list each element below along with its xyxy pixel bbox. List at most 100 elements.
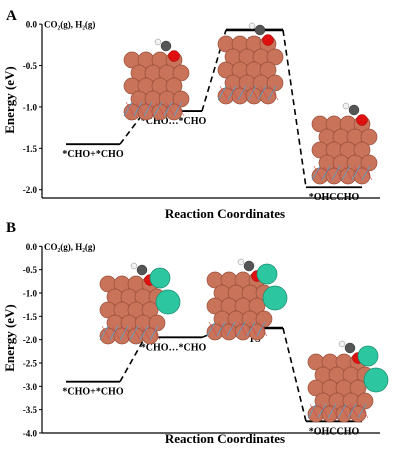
lattice-bond: [145, 101, 155, 117]
lattice-bond: [129, 325, 139, 341]
copper-atom: [172, 90, 190, 108]
lattice-bond: [321, 165, 331, 181]
lattice-bond: [361, 165, 371, 181]
y-axis-label: Energy (eV): [2, 304, 17, 372]
lattice-bond: [123, 101, 133, 117]
y-tick-label: -1.0: [23, 102, 38, 112]
lattice-bond: [149, 325, 159, 341]
state-label: *OHCCHO: [309, 192, 360, 203]
lattice-bond: [229, 85, 239, 101]
lattice-bond: [131, 325, 141, 341]
lattice-bond: [259, 85, 269, 101]
hydrogen-atom: [248, 22, 256, 30]
hydrogen-atom: [342, 102, 350, 110]
lattice-bond: [351, 165, 361, 181]
dopant-atom: [363, 367, 389, 393]
lattice-bond: [219, 85, 229, 101]
lattice-bond: [269, 85, 279, 101]
oxygen-atom: [168, 50, 180, 62]
y-tick-label: 0.0: [26, 242, 38, 252]
lattice-bond: [323, 165, 333, 181]
lattice-bond: [121, 325, 131, 341]
lattice-bond: [239, 85, 249, 101]
y-tick-label: -3.0: [23, 382, 38, 392]
copper-atom: [353, 141, 371, 159]
reference-state-label: CO₂(g), H₂(g): [44, 242, 95, 252]
catalyst-structure-1-0: [99, 262, 181, 345]
lattice-bond: [267, 85, 277, 101]
catalyst-structure-0-2: [311, 102, 378, 185]
oxygen-atom: [356, 114, 368, 126]
copper-atom: [141, 301, 159, 319]
lattice-bond: [353, 165, 363, 181]
lattice-bond: [363, 165, 373, 181]
hydrogen-atom: [154, 38, 162, 46]
transition-connector: [282, 327, 307, 422]
y-tick-label: -0.5: [23, 265, 38, 275]
panel-a: A 0.0 -0.5 -1.0 -1.5 -2.0 Energy (eV) Reaction …: [2, 8, 380, 221]
lattice-bond: [246, 321, 256, 337]
y-tick-label: -1.5: [23, 144, 38, 154]
lattice-bond: [238, 321, 248, 337]
oxygen-atom: [262, 34, 274, 46]
lattice-bond: [228, 321, 238, 337]
reference-state-label: CO₂(g), H₂(g): [44, 20, 95, 30]
lattice-bond: [319, 403, 329, 419]
lattice-bond: [309, 403, 319, 419]
y-tick-label: -3.5: [23, 405, 38, 415]
copper-atom: [172, 64, 190, 82]
copper-atom: [339, 167, 357, 185]
lattice-bond: [317, 403, 327, 419]
lattice-bond: [327, 403, 337, 419]
lattice-bond: [155, 101, 165, 117]
catalyst-structure-0-0: [123, 38, 190, 121]
lattice-bond: [109, 325, 119, 341]
copper-atom: [335, 405, 353, 423]
state-label: *CHO…*CHO: [141, 342, 207, 353]
lattice-bond: [257, 85, 267, 101]
lattice-bond: [175, 101, 185, 117]
hydrogen-atom: [130, 262, 138, 270]
copper-atom: [266, 74, 284, 92]
lattice-bond: [173, 101, 183, 117]
x-axis-label: Reaction Coordinates: [165, 206, 285, 221]
lattice-bond: [329, 403, 339, 419]
lattice-bond: [163, 101, 173, 117]
lattice-bond: [337, 403, 347, 419]
x-axis-label: Reaction Coordinates: [165, 431, 285, 446]
copper-atom: [349, 379, 367, 397]
y-tick-label: -4.0: [23, 429, 38, 439]
carbon-atom: [243, 260, 255, 272]
y-tick-label: -2.0: [23, 185, 38, 195]
state-label: *CHO+*CHO: [62, 149, 123, 160]
dopant-atom: [155, 289, 181, 315]
lattice-bond: [218, 321, 228, 337]
lattice-bond: [258, 321, 268, 337]
copper-atom: [245, 87, 263, 105]
carbon-atom: [254, 24, 266, 36]
lattice-bond: [227, 85, 237, 101]
lattice-bond: [135, 101, 145, 117]
lattice-bond: [237, 85, 247, 101]
lattice-bond: [139, 325, 149, 341]
lattice-bond: [256, 321, 266, 337]
lattice-bond: [125, 101, 135, 117]
lattice-bond: [226, 321, 236, 337]
lattice-bond: [153, 101, 163, 117]
lattice-bond: [313, 165, 323, 181]
lattice-bond: [347, 403, 357, 419]
lattice-bond: [101, 325, 111, 341]
copper-atom: [151, 103, 169, 121]
transition-connector: [282, 29, 307, 188]
lattice-bond: [359, 403, 369, 419]
lattice-bond: [357, 403, 367, 419]
y-tick-label: -1.0: [23, 289, 38, 299]
state-label: *OHCCHO: [309, 426, 360, 437]
copper-atom: [148, 314, 166, 332]
copper-atom: [266, 48, 284, 66]
state-label: *CHO…*CHO: [141, 116, 207, 127]
catalyst-structure-0-1: [217, 22, 284, 105]
y-tick-label: 0.0: [26, 20, 38, 30]
